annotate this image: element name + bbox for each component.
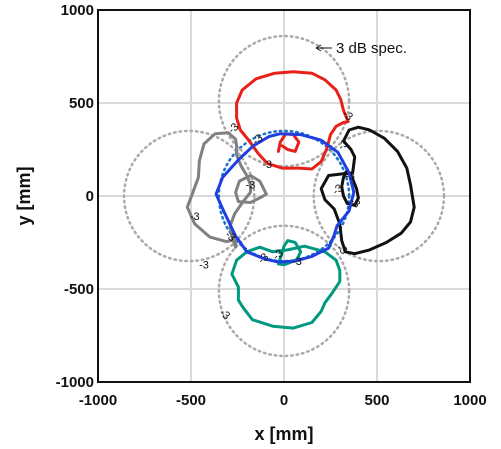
x-tick-label-1: -500 (176, 392, 206, 409)
contour-label-13: -3 (190, 211, 200, 223)
x-tick-labels: -1000 -500 0 500 1000 (79, 392, 487, 409)
contour-label-4: -3 (199, 260, 209, 272)
series-line-4 (185, 131, 252, 249)
series-line-0 (235, 70, 350, 171)
contour-label-6: -3 (256, 251, 271, 266)
series-line-5 (234, 174, 268, 204)
spec-annotation: 3 dB spec. (315, 40, 407, 57)
y-tick-label-3: 500 (69, 95, 94, 112)
spec-circle-4 (312, 129, 446, 263)
plot-frame (97, 9, 471, 383)
series-line-8 (214, 132, 356, 264)
spec-circle-0 (217, 129, 351, 263)
spec-circle-1 (217, 34, 351, 168)
x-axis-label: x [mm] (254, 424, 313, 444)
y-tick-label-4: 1000 (61, 2, 94, 19)
contour-label-5: -3 (217, 307, 232, 322)
contour-label-10: -3 (345, 170, 355, 182)
contour-label-1: -3 (262, 159, 272, 171)
x-tick-label-0: -1000 (79, 392, 117, 409)
series-group (185, 70, 416, 330)
series-line-3 (276, 239, 303, 267)
y-axis-label: y [mm] (14, 166, 34, 225)
y-tick-labels: -1000 -500 0 500 1000 (56, 2, 94, 391)
x-tick-label-3: 500 (364, 392, 389, 409)
y-tick-label-0: -1000 (56, 374, 94, 391)
spec-circle-2 (217, 224, 351, 358)
contour-label-16: -3 (246, 180, 256, 192)
annotation-text: 3 dB spec. (336, 40, 407, 57)
x-tick-label-2: 0 (280, 392, 288, 409)
spec-circle-3 (122, 129, 256, 263)
x-tick-label-4: 1000 (453, 392, 486, 409)
series-line-1 (276, 132, 301, 153)
contour-label-7: -3 (292, 256, 302, 268)
y-tick-label-1: -500 (64, 281, 94, 298)
annotation-arrowhead (315, 44, 322, 52)
y-tick-label-2: 0 (86, 188, 94, 205)
series-line-2 (230, 244, 342, 330)
spec-circles (122, 34, 446, 358)
